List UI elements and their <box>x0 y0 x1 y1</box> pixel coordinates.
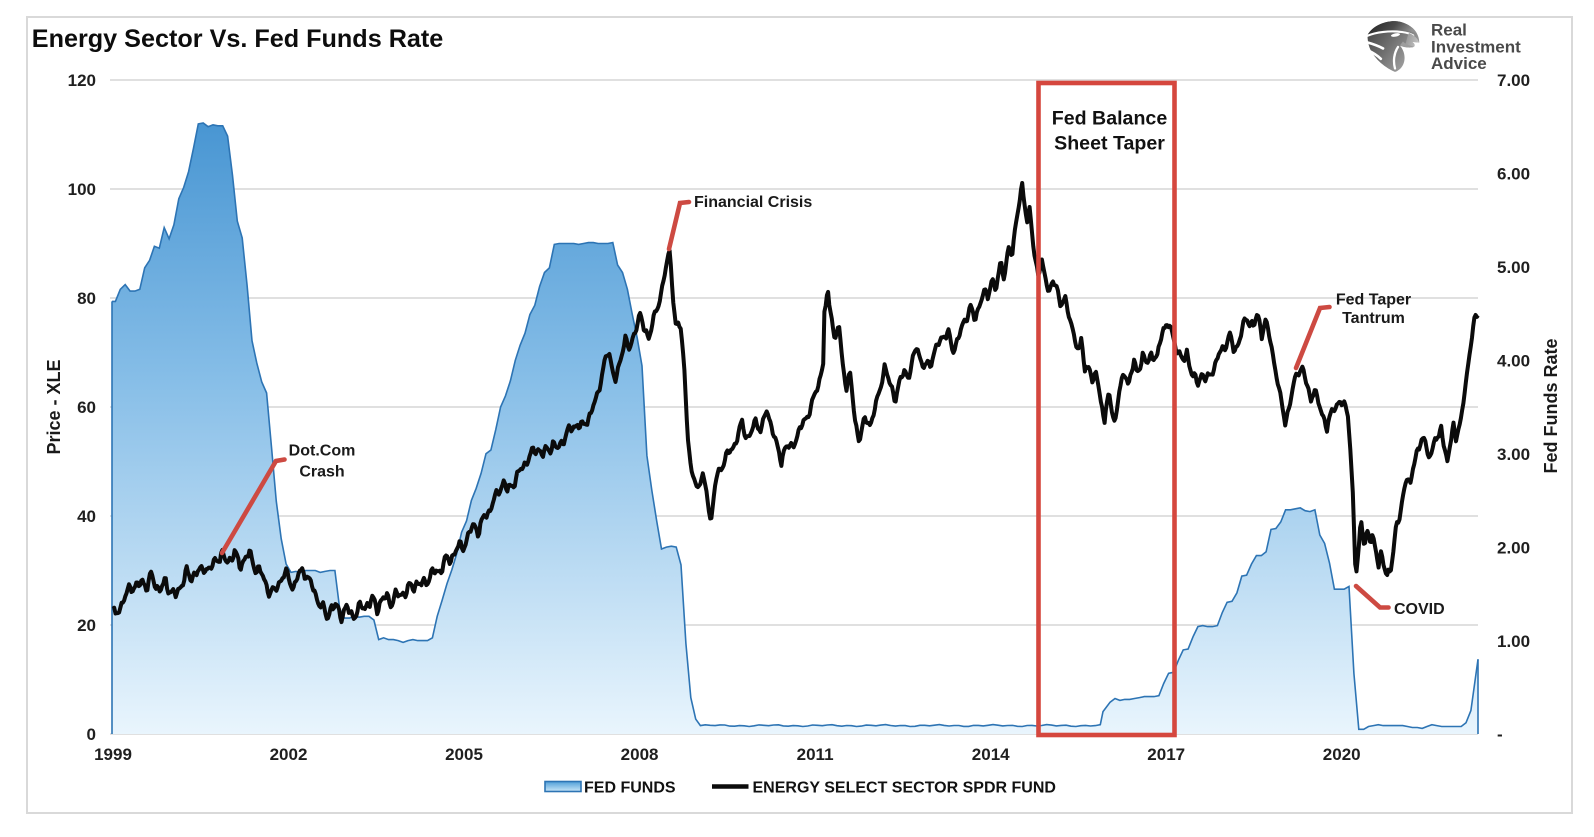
svg-text:Energy Sector Vs. Fed Funds Ra: Energy Sector Vs. Fed Funds Rate <box>32 25 444 53</box>
svg-text:Sheet Taper: Sheet Taper <box>1054 133 1165 155</box>
svg-text:2017: 2017 <box>1147 745 1185 764</box>
svg-text:Price - XLE: Price - XLE <box>44 359 64 454</box>
svg-text:Fed Balance: Fed Balance <box>1052 108 1168 130</box>
svg-text:Advice: Advice <box>1431 54 1487 73</box>
svg-text:Tantrum: Tantrum <box>1342 310 1405 327</box>
svg-text:Dot.Com: Dot.Com <box>289 443 356 460</box>
svg-text:100: 100 <box>68 180 96 199</box>
svg-text:2014: 2014 <box>972 745 1010 764</box>
svg-text:0: 0 <box>87 725 96 744</box>
svg-text:Fed Taper: Fed Taper <box>1336 292 1411 309</box>
svg-text:6.00: 6.00 <box>1497 165 1530 184</box>
svg-text:-: - <box>1497 725 1503 744</box>
svg-text:4.00: 4.00 <box>1497 352 1530 371</box>
svg-text:2.00: 2.00 <box>1497 538 1530 557</box>
svg-text:2002: 2002 <box>270 745 308 764</box>
svg-text:Crash: Crash <box>299 463 344 480</box>
svg-text:Investment: Investment <box>1431 38 1521 57</box>
svg-text:COVID: COVID <box>1394 601 1445 618</box>
svg-text:1.00: 1.00 <box>1497 632 1530 651</box>
svg-text:FED FUNDS: FED FUNDS <box>584 780 676 797</box>
svg-text:40: 40 <box>77 507 96 526</box>
svg-text:Financial Crisis: Financial Crisis <box>694 194 812 211</box>
svg-text:2020: 2020 <box>1323 745 1361 764</box>
svg-text:7.00: 7.00 <box>1497 71 1530 90</box>
svg-text:1999: 1999 <box>94 745 132 764</box>
svg-text:2011: 2011 <box>797 745 834 764</box>
svg-text:120: 120 <box>68 71 96 90</box>
svg-text:3.00: 3.00 <box>1497 445 1530 464</box>
svg-text:ENERGY SELECT SECTOR SPDR FUND: ENERGY SELECT SECTOR SPDR FUND <box>753 780 1056 797</box>
svg-text:Fed Funds Rate: Fed Funds Rate <box>1541 338 1561 473</box>
svg-text:80: 80 <box>77 289 96 308</box>
svg-text:20: 20 <box>77 616 96 635</box>
svg-text:2005: 2005 <box>445 745 483 764</box>
svg-text:2008: 2008 <box>621 745 659 764</box>
svg-text:60: 60 <box>77 398 96 417</box>
svg-text:5.00: 5.00 <box>1497 258 1530 277</box>
svg-text:Real: Real <box>1431 21 1467 40</box>
